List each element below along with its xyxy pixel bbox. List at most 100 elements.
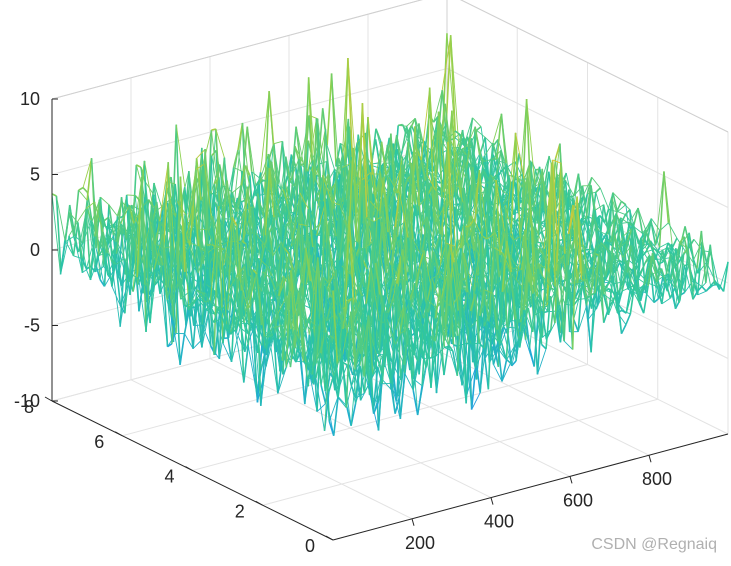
mesh-segment xyxy=(234,330,245,383)
mesh-segment xyxy=(345,163,352,200)
mesh-segment xyxy=(179,307,190,365)
mesh-segment xyxy=(153,233,164,270)
mesh-segment xyxy=(278,310,289,334)
mesh-segment xyxy=(516,266,522,271)
mesh-segment xyxy=(472,117,482,127)
mesh-segment xyxy=(512,239,523,267)
mesh-surface xyxy=(51,33,729,436)
mesh-segment xyxy=(388,278,395,304)
mesh-segment xyxy=(137,269,147,333)
mesh-segment xyxy=(467,167,474,219)
mesh-segment xyxy=(298,223,308,227)
mesh-segment xyxy=(223,216,233,266)
mesh-segment xyxy=(196,297,203,341)
mesh-segment xyxy=(260,336,270,406)
mesh-segment xyxy=(263,91,270,195)
mesh-segment xyxy=(317,243,327,259)
mesh-segment xyxy=(247,274,257,309)
mesh-segment xyxy=(331,197,341,211)
mesh-segment xyxy=(121,194,128,235)
mesh-segment xyxy=(437,242,447,276)
mesh-segment xyxy=(378,177,385,218)
mesh-segment xyxy=(502,194,509,205)
mesh-segment xyxy=(598,230,608,236)
mesh-segment xyxy=(310,200,317,228)
mesh-segment xyxy=(541,168,548,228)
mesh-segment xyxy=(525,98,532,205)
mesh-segment xyxy=(111,261,117,266)
mesh-segment xyxy=(288,199,298,237)
mesh-segment xyxy=(286,223,297,242)
mesh-segment xyxy=(227,277,237,292)
mesh-segment xyxy=(352,147,359,257)
mesh-segment xyxy=(259,153,269,181)
mesh-segment xyxy=(81,258,91,281)
mesh-segment xyxy=(313,227,320,236)
mesh-segment xyxy=(563,219,573,230)
mesh-segment xyxy=(196,293,206,298)
grid-line xyxy=(122,329,518,437)
mesh-segment xyxy=(192,297,199,349)
mesh-segment xyxy=(373,215,383,222)
mesh-segment xyxy=(94,201,104,233)
mesh-segment xyxy=(273,144,283,197)
mesh-segment xyxy=(461,148,467,156)
mesh-segment xyxy=(55,195,62,270)
mesh-segment xyxy=(650,220,660,248)
mesh-segment xyxy=(591,177,601,189)
mesh-segment xyxy=(402,249,412,302)
mesh-segment xyxy=(124,205,131,314)
mesh-segment xyxy=(197,297,207,311)
mesh-segment xyxy=(313,175,324,228)
mesh-segment xyxy=(162,162,170,249)
mesh-segment xyxy=(141,176,151,324)
mesh-segment xyxy=(330,201,337,237)
mesh-segment xyxy=(317,118,327,186)
mesh-segment xyxy=(82,158,93,188)
mesh-segment xyxy=(611,197,621,226)
mesh-segment xyxy=(68,221,78,237)
mesh-segment xyxy=(496,174,506,200)
mesh-segment xyxy=(255,274,262,406)
mesh-segment xyxy=(268,333,275,338)
mesh-segment xyxy=(450,215,461,236)
mesh-segment xyxy=(273,333,283,361)
mesh-segment xyxy=(432,215,443,248)
mesh-segment xyxy=(658,171,665,248)
mesh-segment xyxy=(145,269,155,287)
mesh-segment xyxy=(347,58,357,178)
mesh-segment xyxy=(188,198,195,246)
mesh-segment xyxy=(206,284,216,292)
mesh-segment xyxy=(293,175,300,213)
mesh-segment xyxy=(362,259,369,270)
mesh-segment xyxy=(213,176,220,185)
mesh-segment xyxy=(235,266,245,278)
mesh-segment xyxy=(115,258,125,265)
mesh-segment xyxy=(213,308,219,323)
mesh-segment xyxy=(108,204,118,217)
mesh-segment xyxy=(645,220,652,233)
mesh-segment xyxy=(399,191,409,238)
mesh-segment xyxy=(262,166,269,217)
mesh-segment xyxy=(364,240,374,249)
mesh-segment xyxy=(426,174,437,191)
mesh-segment xyxy=(192,339,202,350)
mesh-segment xyxy=(327,181,337,193)
mesh-segment xyxy=(278,275,285,296)
mesh-segment xyxy=(479,137,486,153)
mesh-segment xyxy=(409,291,416,308)
mesh-segment xyxy=(618,235,625,249)
mesh-segment xyxy=(264,168,271,241)
mesh-segment xyxy=(529,160,536,226)
mesh-segment xyxy=(260,325,267,367)
mesh-segment xyxy=(476,126,482,131)
mesh-segment xyxy=(447,134,458,155)
mesh-segment xyxy=(282,245,292,248)
mesh-segment xyxy=(85,208,92,280)
mesh-segment xyxy=(326,73,333,146)
mesh-segment xyxy=(496,113,503,160)
mesh-segment xyxy=(361,172,371,181)
mesh-segment xyxy=(281,325,291,368)
mesh-segment xyxy=(55,195,66,241)
